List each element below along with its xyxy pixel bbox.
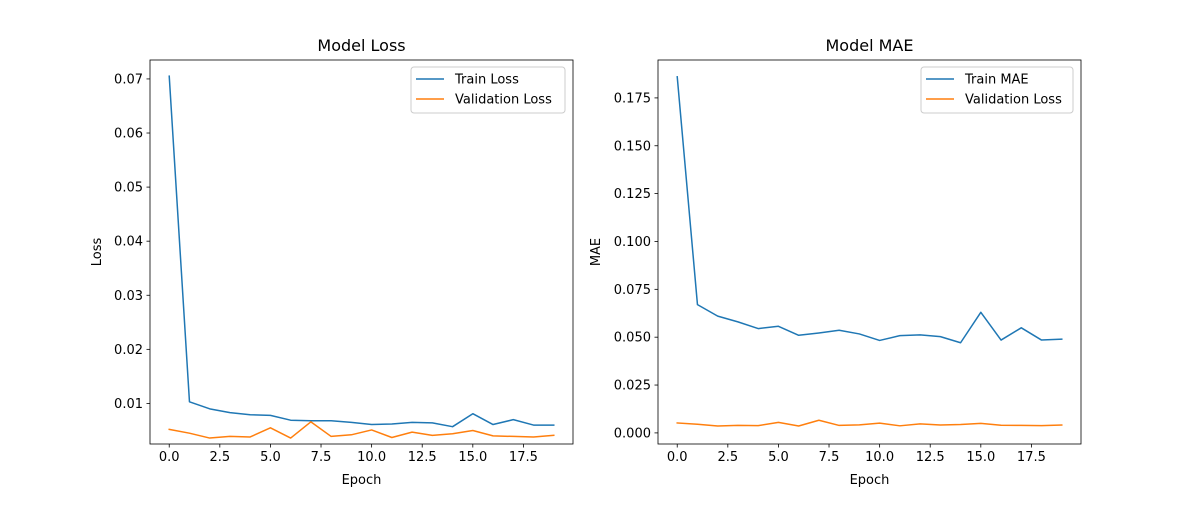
- chart-title: Model MAE: [826, 36, 914, 55]
- y-axis-label: Loss: [90, 238, 105, 267]
- x-tick-label: 17.5: [509, 450, 538, 465]
- y-tick-label: 0.125: [614, 187, 651, 202]
- x-tick-label: 15.0: [458, 450, 487, 465]
- y-tick-label: 0.075: [614, 283, 651, 298]
- y-tick-label: 0.01: [114, 397, 143, 412]
- y-axis-label: MAE: [589, 238, 604, 266]
- chart-panel-2: Model MAE 0.0 2.5 5.0 7.5 10.0 12.5 15.0 17.5 0.0…: [589, 36, 1082, 488]
- y-tick-label: 0.025: [614, 379, 651, 394]
- y-tick-label: 0.100: [614, 235, 651, 250]
- x-tick-label: 2.5: [717, 450, 738, 465]
- x-tick-label: 12.5: [408, 450, 437, 465]
- legend-label: Train Loss: [454, 73, 519, 88]
- x-tick-label: 0.0: [667, 450, 688, 465]
- x-tick-label: 12.5: [916, 450, 945, 465]
- x-tick-label: 7.5: [311, 450, 332, 465]
- x-tick-label: 7.5: [819, 450, 840, 465]
- y-tick-label: 0.07: [114, 72, 143, 87]
- x-axis-label: Epoch: [850, 473, 890, 488]
- legend: Train Loss Validation Loss: [410, 66, 566, 114]
- chart-panel-1: Model Loss 0.0 2.5 5.0 7.5 10.0 12.5 15.0 17.5 0.…: [90, 36, 574, 488]
- series-line-1: [168, 75, 555, 428]
- series-line-2: [168, 421, 555, 439]
- legend-box: [410, 66, 566, 114]
- y-tick-label: 0.06: [114, 127, 143, 142]
- y-tick-label: 0.03: [114, 289, 143, 304]
- x-tick-label: 10.0: [865, 450, 894, 465]
- y-tick-label: 0.04: [114, 235, 143, 250]
- y-tick-label: 0.02: [114, 343, 143, 358]
- x-tick-label: 5.0: [260, 450, 281, 465]
- legend: Train MAE Validation Loss: [920, 66, 1074, 114]
- x-tick-label: 5.0: [768, 450, 789, 465]
- plot-frame: [657, 59, 1082, 445]
- x-tick-label: 17.5: [1017, 450, 1046, 465]
- y-tick-label: 0.175: [614, 91, 651, 106]
- series-line-1: [676, 76, 1063, 344]
- legend-box: [920, 66, 1074, 114]
- y-tick-label: 0.05: [114, 181, 143, 196]
- plot-frame: [149, 59, 574, 445]
- y-tick-label: 0.000: [614, 426, 651, 441]
- legend-label: Train MAE: [964, 73, 1029, 88]
- y-tick-label: 0.150: [614, 139, 651, 154]
- y-tick-label: 0.050: [614, 331, 651, 346]
- x-tick-label: 2.5: [209, 450, 230, 465]
- legend-label: Validation Loss: [455, 93, 552, 108]
- legend-label: Validation Loss: [965, 93, 1062, 108]
- x-tick-label: 0.0: [159, 450, 180, 465]
- chart-title: Model Loss: [317, 36, 405, 55]
- series-line-2: [676, 419, 1063, 427]
- x-axis-label: Epoch: [342, 473, 382, 488]
- x-tick-label: 15.0: [966, 450, 995, 465]
- x-tick-label: 10.0: [357, 450, 386, 465]
